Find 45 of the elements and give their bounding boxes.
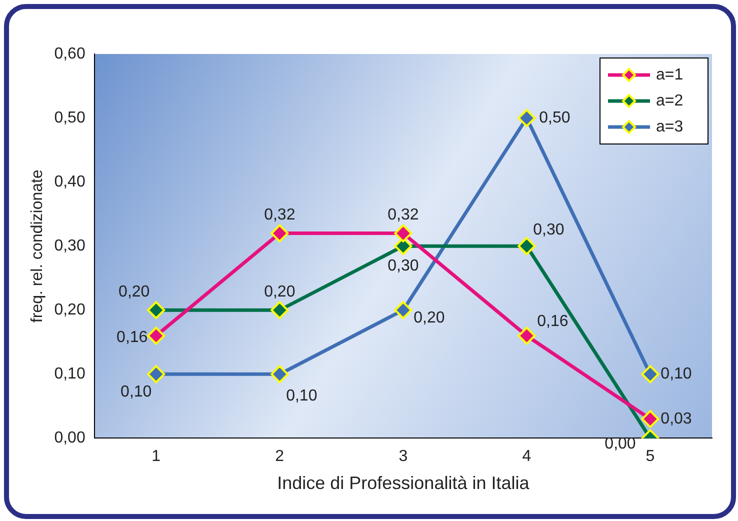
data-label: 0,10 <box>286 388 318 405</box>
data-label: 0,10 <box>120 384 152 401</box>
y-tick-label: 0,30 <box>54 238 86 255</box>
point <box>394 301 412 320</box>
x-axis-title: Indice di Professionalità in Italia <box>277 473 530 494</box>
point <box>147 301 166 320</box>
data-label: 0,16 <box>537 313 568 330</box>
data-label: 0,10 <box>660 366 692 383</box>
data-label: 0,20 <box>414 310 445 327</box>
data-label: 0,20 <box>118 284 150 301</box>
point <box>394 224 412 242</box>
point <box>518 326 536 345</box>
data-label: 0,03 <box>660 410 692 428</box>
y-tick-label: 0,50 <box>54 109 86 126</box>
x-tick-label: 2 <box>275 448 284 466</box>
point <box>641 410 660 428</box>
data-label: 0,16 <box>116 329 148 346</box>
data-label: 0,20 <box>264 284 296 301</box>
data-label: 0,00 <box>604 436 636 453</box>
legend-label: a=1 <box>656 66 684 84</box>
x-tick-label: 3 <box>398 448 408 466</box>
y-tick-label: 0,10 <box>54 366 86 383</box>
legend-label: a=3 <box>656 118 684 136</box>
point <box>147 365 166 384</box>
y-tick-label: 0,00 <box>54 430 86 447</box>
point <box>518 237 536 256</box>
legend-label: a=2 <box>656 92 684 110</box>
y-tick-label: 0,60 <box>54 45 86 62</box>
x-tick-label: 5 <box>646 448 655 466</box>
y-tick-label: 0,40 <box>54 173 86 190</box>
point <box>641 365 660 384</box>
y-tick-label: 0,20 <box>54 302 86 319</box>
data-label: 0,50 <box>539 109 570 126</box>
data-label: 0,32 <box>264 206 296 224</box>
data-label: 0,30 <box>533 222 564 239</box>
point <box>147 326 166 345</box>
data-label: 0,30 <box>388 258 419 275</box>
point <box>270 224 289 242</box>
point <box>270 301 289 320</box>
point <box>270 365 289 384</box>
data-label: 0,32 <box>388 206 419 224</box>
x-tick-label: 4 <box>522 448 532 466</box>
x-tick-label: 1 <box>152 448 161 466</box>
y-axis-title: freq. rel. condizionate <box>29 170 46 323</box>
point <box>518 109 536 128</box>
